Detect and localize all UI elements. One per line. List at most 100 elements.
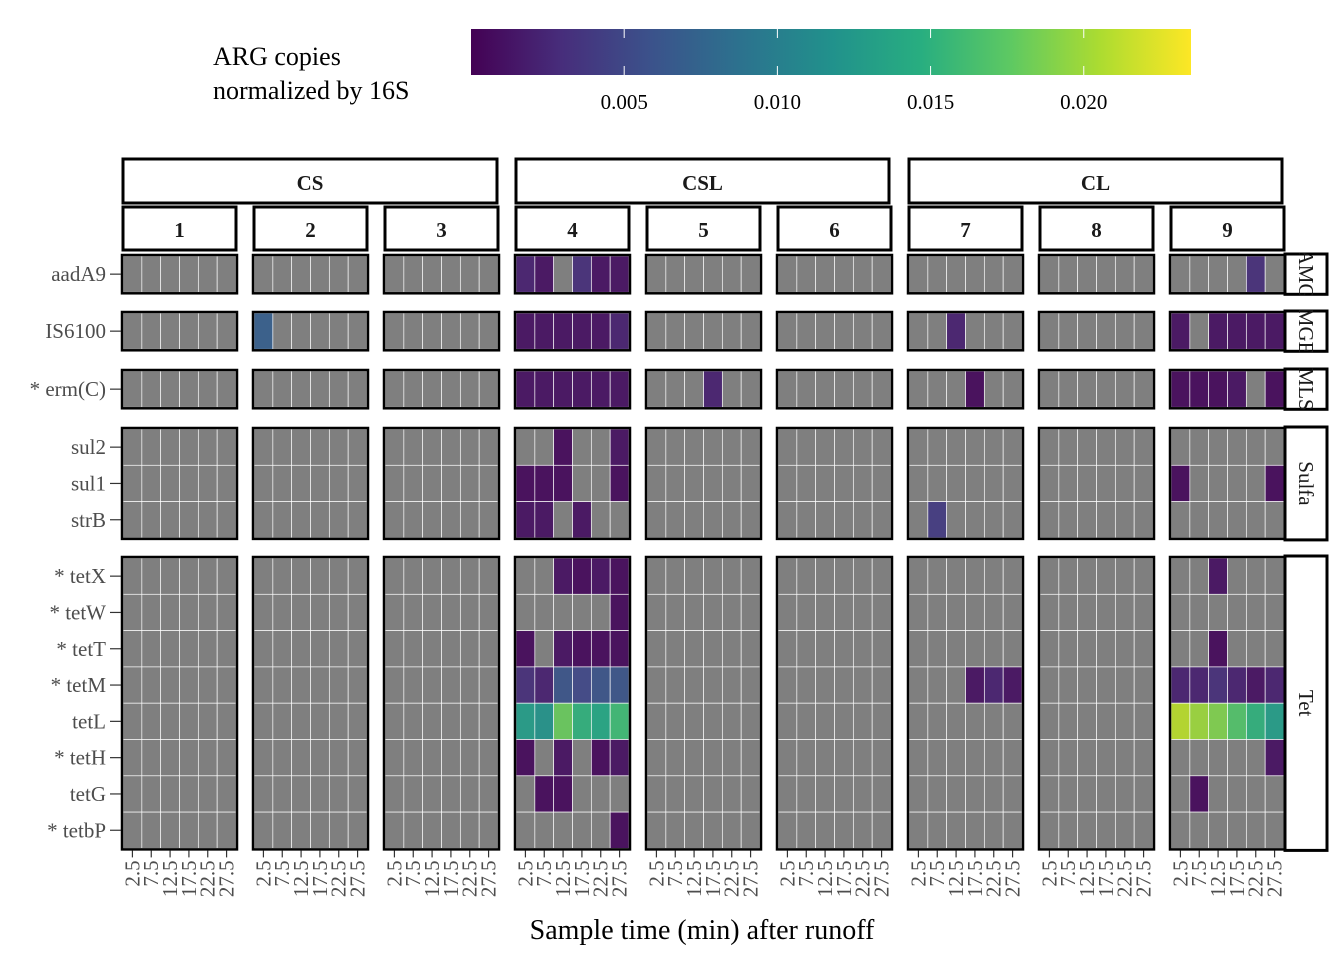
heatmap-cell: [1245, 739, 1266, 777]
heatmap-cell: [946, 593, 966, 631]
heatmap-cell: [983, 775, 1004, 813]
heatmap-cell: [553, 557, 573, 595]
heatmap-cell: [160, 557, 180, 595]
heatmap-cell: [796, 702, 817, 740]
heatmap-cell: [1077, 666, 1097, 704]
heatmap-cell: [1058, 666, 1079, 704]
heatmap-cell: [815, 811, 835, 849]
heatmap-cell: [515, 312, 536, 350]
heatmap-cell: [684, 428, 704, 466]
heatmap-cell: [1039, 557, 1060, 595]
x-tick-label: 7.5: [663, 860, 687, 886]
heatmap-cell: [1039, 666, 1060, 704]
heatmap-cell: [310, 630, 330, 668]
heatmap-cell: [216, 428, 237, 466]
heatmap-cell: [609, 811, 630, 849]
heatmap-cell: [871, 811, 892, 849]
heatmap-cell: [871, 739, 892, 777]
heatmap-cell: [1096, 593, 1116, 631]
heatmap-cell: [777, 557, 798, 595]
heatmap-cell: [965, 702, 985, 740]
heatmap-cell: [272, 370, 293, 408]
heatmap-cell: [1077, 370, 1097, 408]
heatmap-cell: [1264, 557, 1285, 595]
heatmap-cell: [328, 312, 349, 350]
heatmap-cell: [1039, 501, 1060, 539]
heatmap-cell: [1114, 775, 1135, 813]
facet-strip-class-label: MLS: [1294, 368, 1318, 411]
heatmap-cell: [871, 428, 892, 466]
heatmap-cell: [740, 370, 761, 408]
heatmap-cell: [216, 255, 237, 293]
facet-strip-site-label: 7: [960, 218, 971, 242]
heatmap-cell: [328, 811, 349, 849]
heatmap-cell: [384, 501, 405, 539]
heatmap-cell: [590, 312, 611, 350]
heatmap-cell: [1133, 630, 1154, 668]
x-tick-label: 7.5: [925, 860, 949, 886]
heatmap-cell: [179, 370, 199, 408]
heatmap-cell: [946, 630, 966, 668]
heatmap-cell: [272, 630, 293, 668]
heatmap-cell: [908, 775, 929, 813]
heatmap-cell: [908, 739, 929, 777]
heatmap-cell: [160, 464, 180, 502]
panel-border: [382, 368, 501, 410]
heatmap-cell: [197, 775, 218, 813]
heatmap-cell: [572, 811, 592, 849]
heatmap-cell: [1208, 630, 1228, 668]
x-tick-label: 27.5: [1132, 860, 1156, 897]
heatmap-cell: [815, 593, 835, 631]
panel-border: [1037, 368, 1156, 410]
heatmap-cell: [291, 775, 311, 813]
panel-border: [120, 426, 239, 541]
heatmap-cell: [1170, 811, 1191, 849]
facet-strip-class-label: MGE: [1294, 308, 1318, 355]
heatmap-cell: [983, 370, 1004, 408]
heatmap-cell: [777, 593, 798, 631]
heatmap-cell: [1245, 630, 1266, 668]
heatmap-cell: [160, 370, 180, 408]
heatmap-cell: [777, 501, 798, 539]
panel-border: [644, 426, 763, 541]
heatmap-cell: [646, 702, 667, 740]
heatmap-cell: [1227, 370, 1247, 408]
heatmap-cell: [1264, 811, 1285, 849]
heatmap-cell: [1039, 593, 1060, 631]
heatmap-cell: [478, 312, 499, 350]
heatmap-cell: [834, 557, 854, 595]
facet-strip-class-label: AMG: [1294, 250, 1318, 299]
x-tick-label: 17.5: [1094, 860, 1118, 897]
heatmap-cell: [927, 557, 948, 595]
facet-strip-site-label: 4: [567, 218, 578, 242]
heatmap-cell: [347, 739, 368, 777]
x-tick-label: 27.5: [1263, 860, 1287, 897]
facet-strip-group-label: CSL: [682, 171, 723, 195]
panel-border: [251, 555, 370, 851]
heatmap-cell: [590, 501, 611, 539]
heatmap-cell: [871, 666, 892, 704]
heatmap-cell: [1114, 593, 1135, 631]
heatmap-cell: [403, 775, 424, 813]
panel-border: [251, 253, 370, 295]
heatmap-cell: [1058, 428, 1079, 466]
heatmap-cell: [721, 255, 742, 293]
heatmap-cell: [253, 739, 274, 777]
x-tick-label: 27.5: [477, 860, 501, 897]
panel-border: [775, 368, 894, 410]
heatmap-cell: [1170, 666, 1191, 704]
heatmap-cell: [946, 666, 966, 704]
heatmap-cell: [834, 312, 854, 350]
y-tick-label: aadA9: [51, 262, 106, 286]
heatmap-cell: [197, 370, 218, 408]
heatmap-cell: [403, 666, 424, 704]
heatmap-cell: [1170, 428, 1191, 466]
heatmap-cell: [347, 501, 368, 539]
heatmap-cell: [1245, 702, 1266, 740]
heatmap-cell: [852, 501, 873, 539]
heatmap-cell: [852, 428, 873, 466]
heatmap-cell: [946, 739, 966, 777]
heatmap-cell: [815, 557, 835, 595]
heatmap-cell: [553, 775, 573, 813]
heatmap-cell: [908, 702, 929, 740]
